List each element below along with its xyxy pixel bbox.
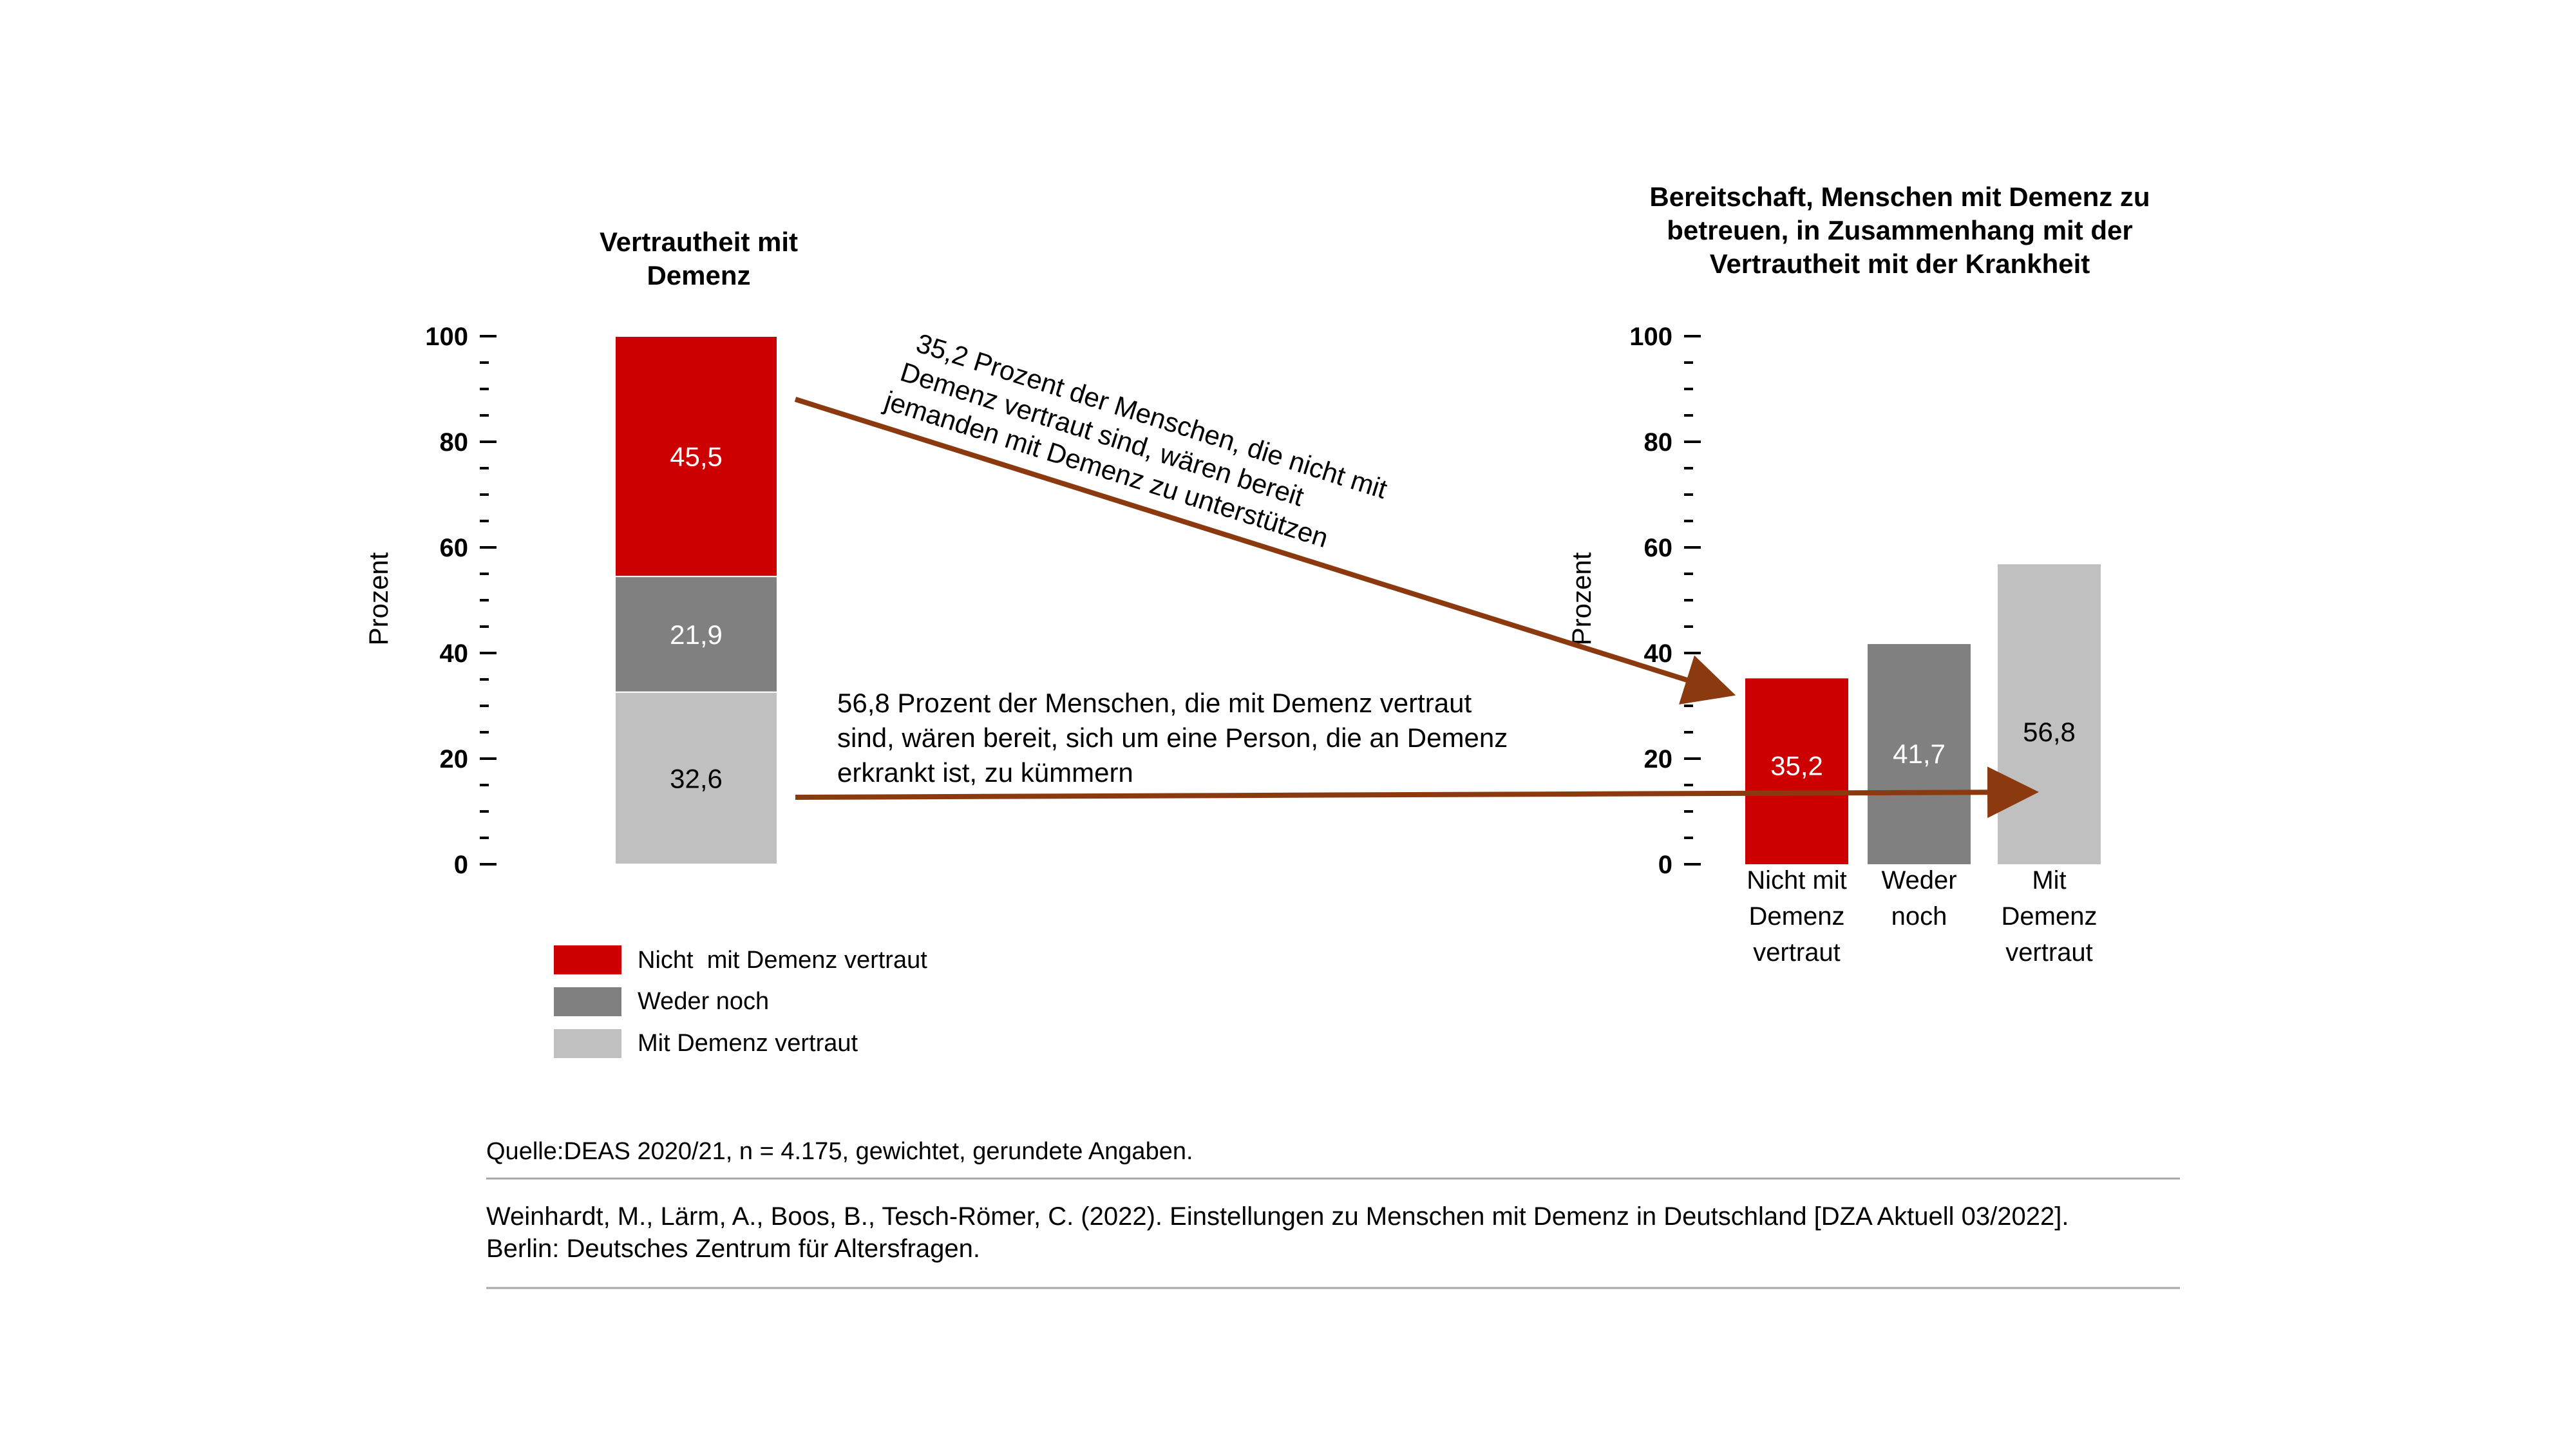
svg-text:vertraut: vertraut (1753, 938, 1841, 967)
right-axis-tick-label-0: 0 (1658, 851, 1672, 879)
left-axis-tick-label-20: 20 (440, 745, 469, 773)
svg-text:Nicht mit: Nicht mit (1747, 866, 1847, 895)
upper-annotation-arrow (794, 397, 1736, 705)
category-label-mit-vertraut: Mit Demenz vertraut (2002, 866, 2098, 967)
upper-annotation-text: 35,2 Prozent der Menschen, die nicht mit… (880, 328, 1391, 553)
bar-0 (1745, 678, 1848, 864)
left-axis-tick-label-60: 60 (440, 534, 469, 562)
left-axis-tick-label-40: 40 (440, 639, 469, 668)
stacked-segment-label-1: 21,9 (670, 620, 723, 650)
legend-swatch-nicht-vertraut (554, 945, 621, 974)
svg-text:Demenz: Demenz (2002, 902, 2098, 931)
legend-swatch-mit-vertraut (554, 1029, 621, 1058)
right-chart-title-line-3: Vertrautheit mit der Krankheit (1710, 249, 2090, 279)
left-axis-tick-label-100: 100 (425, 323, 468, 351)
right-axis-tick-label-100: 100 (1629, 323, 1672, 351)
left-axis-tick-label-80: 80 (440, 428, 469, 457)
svg-text:Weder: Weder (1881, 866, 1956, 895)
right-bar-group: 35,2 41,7 56,8 (1745, 564, 2101, 864)
source-note: Quelle:DEAS 2020/21, n = 4.175, gewichte… (486, 1138, 1193, 1165)
left-axis-tick-label-0: 0 (454, 851, 468, 879)
stacked-segment-1 (614, 576, 778, 693)
left-y-axis: 0 20 40 60 80 100 (425, 323, 497, 879)
category-label-weder-noch: Weder noch (1881, 866, 1956, 931)
svg-text:sind, wären bereit, sich um ei: sind, wären bereit, sich um eine Person,… (837, 723, 1508, 753)
category-label-nicht-vertraut: Nicht mit Demenz vertraut (1747, 866, 1847, 967)
right-axis-tick-label-20: 20 (1644, 745, 1673, 773)
right-y-axis: 0 20 40 60 80 100 (1629, 323, 1701, 879)
citation-line-2: Berlin: Deutsches Zentrum für Altersfrag… (486, 1235, 980, 1263)
right-chart-title-line-1: Bereitschaft, Menschen mit Demenz zu (1649, 182, 2150, 212)
left-stacked-bar: 32,6 21,9 45,5 (614, 336, 778, 866)
legend-swatch-weder-noch (554, 987, 621, 1016)
right-chart-title-line-2: betreuen, in Zusammenhang mit der (1667, 215, 2132, 245)
right-axis-tick-label-40: 40 (1644, 639, 1673, 668)
svg-text:Demenz: Demenz (1749, 902, 1845, 931)
legend: Nicht mit Demenz vertraut Weder noch Mit… (554, 945, 927, 1058)
bar-1 (1868, 644, 1971, 864)
stacked-segment-label-2: 45,5 (670, 442, 723, 472)
svg-text:56,8 Prozent der Menschen, die: 56,8 Prozent der Menschen, die mit Demen… (837, 688, 1472, 718)
left-chart-title-line-1: Vertrautheit mit (600, 227, 798, 257)
stacked-segment-0 (614, 691, 778, 866)
left-chart-title-line-2: Demenz (647, 260, 750, 290)
bar-value-label-2: 56,8 (2023, 717, 2076, 747)
legend-label-mit-vertraut: Mit Demenz vertraut (638, 1030, 858, 1057)
lower-annotation-text: 56,8 Prozent der Menschen, die mit Demen… (837, 688, 1508, 788)
stacked-segment-label-0: 32,6 (670, 763, 723, 793)
right-axis-tick-label-80: 80 (1644, 428, 1673, 457)
svg-text:erkrankt ist, zu kümmern: erkrankt ist, zu kümmern (837, 757, 1133, 788)
bar-value-label-1: 41,7 (1893, 739, 1946, 769)
right-y-axis-label: Prozent (1566, 552, 1596, 645)
svg-text:Mit: Mit (2032, 866, 2066, 895)
legend-label-nicht-vertraut: Nicht mit Demenz vertraut (638, 947, 927, 974)
citation-line-1: Weinhardt, M., Lärm, A., Boos, B., Tesch… (486, 1202, 2069, 1231)
svg-text:vertraut: vertraut (2005, 938, 2093, 967)
svg-text:noch: noch (1891, 902, 1947, 931)
lower-annotation-arrow (795, 766, 2039, 819)
legend-label-weder-noch: Weder noch (638, 988, 769, 1015)
left-y-axis-label: Prozent (363, 552, 393, 645)
bar-2 (1998, 564, 2101, 864)
stacked-segment-2 (614, 336, 778, 578)
right-axis-tick-label-60: 60 (1644, 534, 1673, 562)
bar-value-label-0: 35,2 (1770, 750, 1823, 781)
